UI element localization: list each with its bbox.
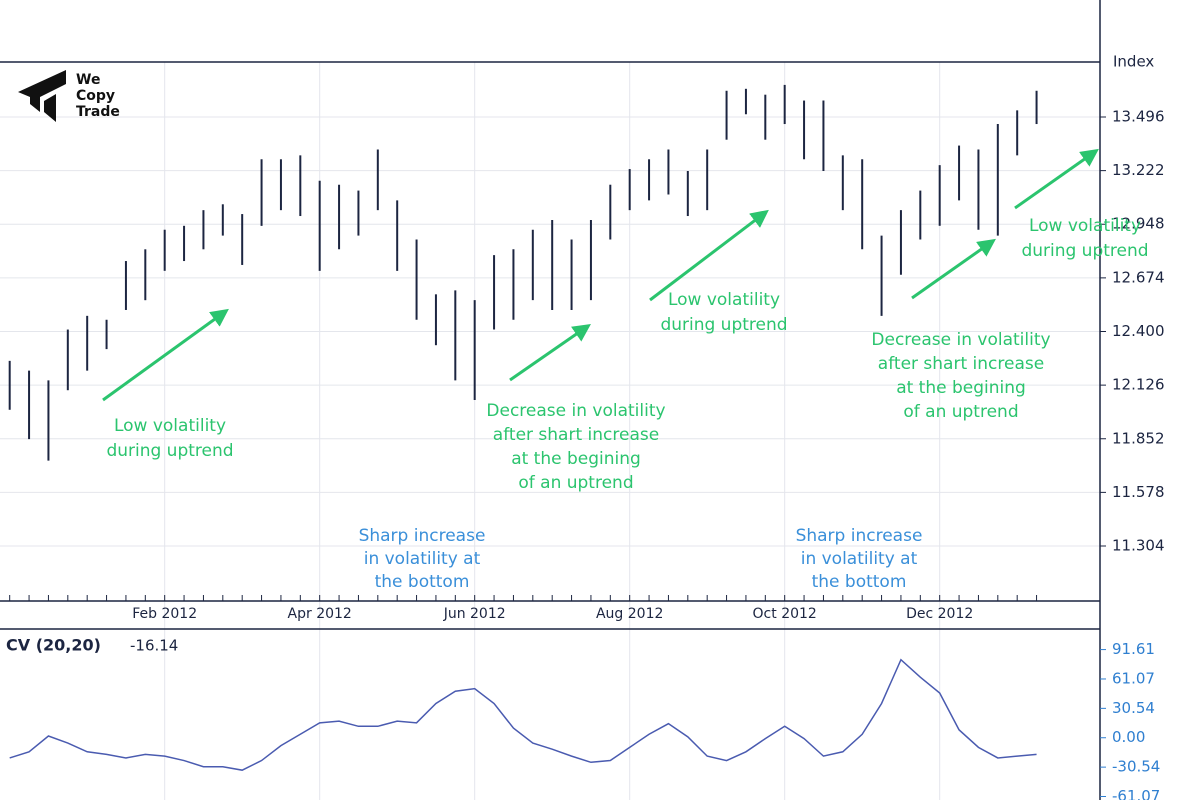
arrow	[509, 323, 591, 382]
indicator-title: CV (20,20)	[6, 636, 101, 655]
annotation: Low volatility	[668, 290, 780, 310]
annotation: Sharp increase	[796, 526, 923, 546]
annotation: at the begining	[896, 378, 1026, 398]
arrows	[102, 148, 1099, 402]
logo-text: We	[76, 72, 100, 88]
annotation: after shart increase	[493, 425, 659, 445]
annotation: Decrease in volatility	[486, 401, 665, 421]
indicator-value: -16.14	[130, 637, 178, 655]
y-tick-label: 12.674	[1112, 268, 1165, 286]
logo: We Copy Trade	[18, 70, 120, 122]
annotation: after shart increase	[878, 354, 1044, 374]
annotation: Decrease in volatility	[871, 330, 1050, 350]
annotation: at the begining	[511, 449, 641, 469]
annotation: during uptrend	[1021, 241, 1148, 261]
annotation: during uptrend	[106, 441, 233, 461]
annotation: in volatility at	[801, 549, 918, 569]
annotation: Low volatility	[1029, 216, 1141, 236]
logo-text: Copy	[76, 88, 115, 104]
y-tick-label: -61.07	[1112, 787, 1160, 800]
x-tick-label: Aug 2012	[596, 606, 663, 622]
y-tick-label: 91.61	[1112, 640, 1155, 658]
annotation: of an uptrend	[518, 473, 633, 493]
y-tick-label: 11.304	[1112, 537, 1165, 555]
annotation: of an uptrend	[903, 402, 1018, 422]
y-tick-label: 12.948	[1112, 215, 1165, 233]
annotation: the bottom	[375, 572, 470, 592]
x-tick-label: Feb 2012	[132, 606, 197, 622]
y-tick-label: 30.54	[1112, 699, 1155, 717]
logo-icon	[18, 70, 66, 122]
y-tick-label: 13.496	[1112, 107, 1165, 125]
arrow	[102, 308, 229, 402]
y-tick-label: 12.400	[1112, 322, 1165, 340]
y-tick-label: 11.852	[1112, 429, 1165, 447]
y-axis-label: Index	[1113, 53, 1154, 71]
annotation: during uptrend	[660, 315, 787, 335]
arrow	[649, 209, 769, 302]
logo-text: Trade	[76, 104, 120, 120]
x-tick-label: Oct 2012	[753, 606, 817, 622]
y-tick-label: 11.578	[1112, 483, 1165, 501]
y-tick-label: 0.00	[1112, 728, 1145, 746]
arrow	[911, 238, 996, 300]
y-tick-label: 61.07	[1112, 669, 1155, 687]
x-tick-label: Dec 2012	[906, 606, 973, 622]
y-tick-label: -30.54	[1112, 758, 1160, 776]
annotation: in volatility at	[364, 549, 481, 569]
annotation: Sharp increase	[359, 526, 486, 546]
y-tick-label: 12.126	[1112, 376, 1165, 394]
y-tick-label: 13.222	[1112, 161, 1165, 179]
arrow	[1014, 148, 1099, 210]
x-tick-label: Apr 2012	[288, 606, 352, 622]
cv-line	[9, 658, 1037, 771]
annotation: Low volatility	[114, 416, 226, 436]
x-tick-label: Jun 2012	[443, 606, 506, 622]
annotation: the bottom	[812, 572, 907, 592]
